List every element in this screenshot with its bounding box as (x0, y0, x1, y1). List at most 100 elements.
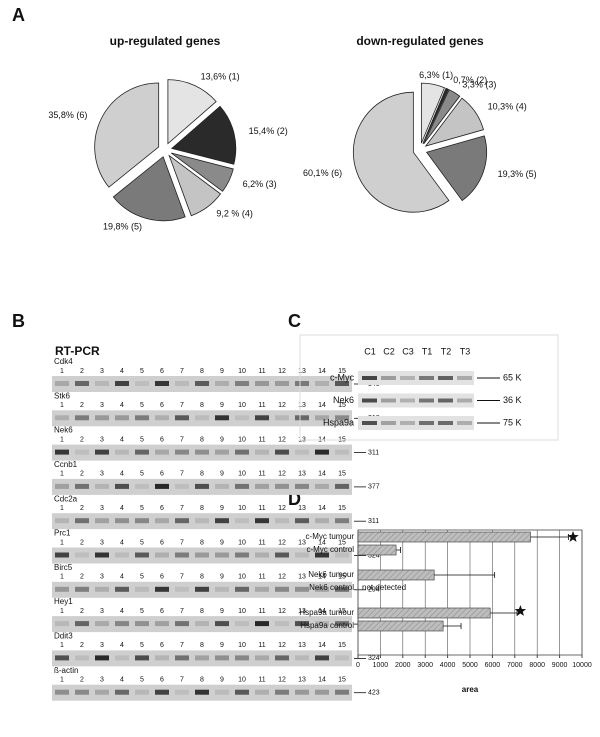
lane-number: 13 (298, 539, 306, 546)
panel-label: A (12, 5, 25, 25)
bar-hatch (358, 570, 435, 580)
gel-band (75, 552, 89, 558)
lane-number: 12 (278, 471, 286, 478)
gel-band (295, 381, 309, 386)
lane-number: 10 (238, 368, 246, 375)
lane-number: 1 (60, 471, 64, 478)
blot-band (457, 398, 472, 403)
x-tick-label: 4000 (440, 662, 456, 669)
lane-number: 13 (298, 642, 306, 649)
lane-number: 8 (200, 471, 204, 478)
band-size: 423 (368, 690, 380, 697)
lane-number: 3 (100, 436, 104, 443)
lane-number: 10 (238, 402, 246, 409)
gel-band (275, 621, 289, 627)
gel-band (95, 586, 109, 592)
gel-band (235, 621, 249, 627)
gene-name: Hey1 (54, 597, 73, 606)
lane-number: 1 (60, 436, 64, 443)
lane-number: 14 (318, 608, 326, 615)
lane-number: 2 (80, 539, 84, 546)
lane-number: 4 (120, 574, 124, 581)
x-axis-label: area (462, 685, 479, 694)
gel-band (315, 518, 329, 524)
gel-band (195, 586, 209, 592)
gel-band (215, 415, 229, 421)
gel-band (295, 655, 309, 661)
lane-number: 4 (120, 677, 124, 684)
lane-number: 4 (120, 539, 124, 546)
lane-number: 13 (298, 471, 306, 478)
blot-lane: C1 (364, 346, 376, 356)
lane-number: 10 (238, 677, 246, 684)
x-tick-label: 5000 (462, 662, 478, 669)
bar-hatch (358, 532, 531, 542)
x-tick-label: 10000 (572, 662, 592, 669)
category-label: Hspa9a control (300, 621, 354, 630)
panel-label: C (288, 311, 301, 331)
lane-number: 8 (200, 642, 204, 649)
gel-band (315, 552, 329, 558)
gel-band (275, 449, 289, 455)
error-bar (434, 572, 496, 578)
gel-band (335, 655, 349, 661)
gel-band (95, 552, 109, 558)
gel-band (295, 415, 309, 421)
lane-number: 5 (140, 471, 144, 478)
lane-number: 6 (160, 368, 164, 375)
lane-number: 1 (60, 574, 64, 581)
gel-band (335, 552, 349, 558)
gel-band (255, 552, 269, 558)
blot-lane: C2 (383, 346, 395, 356)
lane-number: 14 (318, 368, 326, 375)
bar-hatch (358, 545, 397, 555)
lane-number: 12 (278, 539, 286, 546)
gene-name: Ccnb1 (54, 460, 78, 469)
gel-band (215, 552, 229, 558)
gel-band (255, 483, 269, 489)
lane-number: 10 (238, 642, 246, 649)
blot-band (457, 376, 472, 380)
lane-number: 7 (180, 402, 184, 409)
gel-band (335, 415, 349, 421)
lane-number: 1 (60, 402, 64, 409)
pie-label: 19,3% (5) (498, 169, 537, 179)
lane-number: 3 (100, 402, 104, 409)
pie-slice (424, 97, 484, 147)
lane-number: 3 (100, 505, 104, 512)
lane-number: 7 (180, 642, 184, 649)
pie-label: 0,7% (2) (453, 75, 487, 85)
gel-band (175, 381, 189, 386)
lane-number: 15 (338, 368, 346, 375)
gel-band (275, 586, 289, 592)
gel-band (75, 483, 89, 489)
gel-band (255, 415, 269, 421)
gel-band (315, 415, 329, 421)
blot-band (438, 398, 453, 403)
lane-number: 10 (238, 539, 246, 546)
gene-name: Ddit3 (54, 632, 73, 641)
band-size: 324 (368, 552, 380, 559)
lane-number: 7 (180, 436, 184, 443)
blot-frame (299, 334, 559, 441)
gel-band (275, 518, 289, 524)
blot-band (419, 421, 434, 425)
lane-number: 15 (338, 608, 346, 615)
x-tick-label: 2000 (395, 662, 411, 669)
gel-band (95, 689, 109, 695)
lane-number: 4 (120, 368, 124, 375)
gel-band (115, 552, 129, 558)
gel-band (55, 586, 69, 592)
lane-number: 12 (278, 436, 286, 443)
lane-number: 5 (140, 608, 144, 615)
lane-number: 2 (80, 505, 84, 512)
lane-number: 3 (100, 471, 104, 478)
gel-band (95, 415, 109, 421)
x-tick-label: 6000 (485, 662, 501, 669)
gel-band (275, 689, 289, 695)
gel-band (315, 586, 329, 592)
gel-band (115, 381, 129, 386)
lane-number: 12 (278, 368, 286, 375)
blot-band (438, 376, 453, 380)
gel-band (175, 689, 189, 695)
